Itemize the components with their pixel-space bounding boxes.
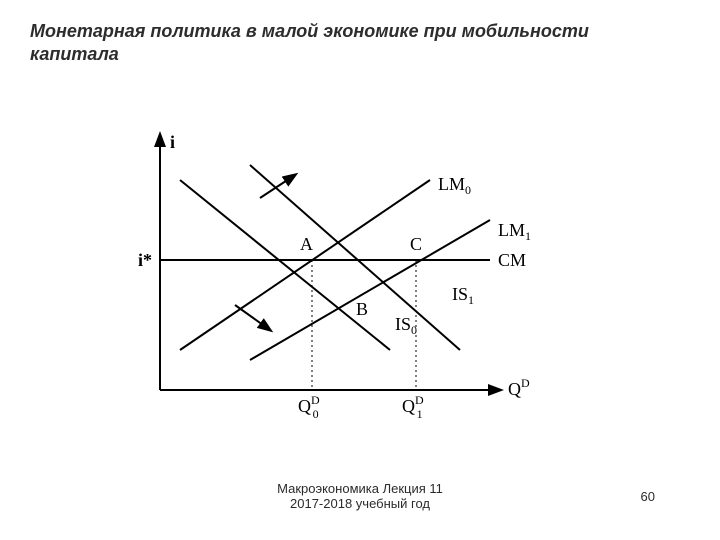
economic-diagram: i QD i* CM LM0 LM1 IS0 IS1 A C B QD0 QD1	[120, 120, 560, 430]
point-c-label: C	[410, 234, 422, 254]
x-axis-label: QD	[508, 376, 530, 399]
is-shift-arrow	[235, 305, 270, 330]
lm1-label: LM1	[498, 220, 531, 243]
is0-curve	[180, 180, 390, 350]
slide-title: Монетарная политика в малой экономике пр…	[30, 20, 630, 65]
i-star-label: i*	[138, 250, 152, 270]
q0-label: QD0	[298, 393, 320, 421]
y-axis-label: i	[170, 132, 175, 152]
is1-label: IS1	[452, 284, 474, 307]
lm0-label: LM0	[438, 174, 471, 197]
q1-label: QD1	[402, 393, 424, 421]
page-number: 60	[641, 489, 655, 504]
footer-line-1: Макроэкономика Лекция 11	[0, 481, 720, 497]
point-b-label: B	[356, 299, 368, 319]
slide-footer: Макроэкономика Лекция 11 2017-2018 учебн…	[0, 481, 720, 512]
cm-label: CM	[498, 250, 526, 270]
is0-label: IS0	[395, 314, 417, 337]
point-a-label: A	[300, 234, 313, 254]
diagram-svg: i QD i* CM LM0 LM1 IS0 IS1 A C B QD0 QD1	[120, 120, 560, 430]
footer-line-2: 2017-2018 учебный год	[0, 496, 720, 512]
lm0-curve	[180, 180, 430, 350]
